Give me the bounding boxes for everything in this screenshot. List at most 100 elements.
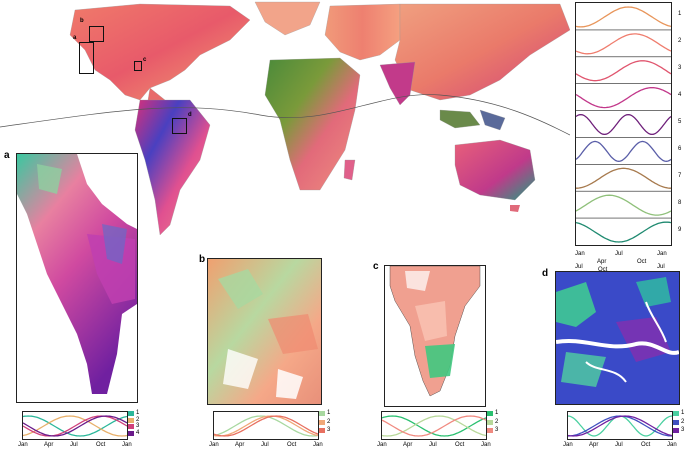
panel_a-series-4 (23, 415, 127, 437)
panel_b-xtick-2: Jul (261, 442, 269, 448)
panel_a-series-1 (23, 415, 127, 437)
right-xtick-oct-b: Oct (598, 267, 608, 273)
panel_a-series-2 (23, 415, 127, 437)
panel_d-legend-label-3: 3 (681, 427, 685, 434)
panel_c-xtick-3: Oct (455, 442, 465, 448)
panel_d-legend-label-1: 1 (681, 410, 685, 416)
panel_a-xtick-3: Oct (96, 442, 106, 448)
map-inset-box-b (89, 26, 104, 42)
panel_d-legend-swatch-2 (673, 419, 679, 425)
panel_d-series-2 (568, 415, 672, 437)
phase-curve-row-8 (576, 194, 671, 216)
panel_b-xtick-1: Apr (235, 442, 245, 448)
panel-a-curves (22, 411, 128, 440)
panel_d-series-1 (568, 415, 672, 437)
panel_d-xtick-0: Jan (563, 442, 573, 448)
phase-curve-row-6 (576, 140, 671, 162)
panel_d-xtick-1: Apr (589, 442, 599, 448)
phase-curve-row-4 (576, 87, 671, 109)
panel-b-curves (213, 411, 319, 440)
panel_d-legend-label-2: 2 (681, 418, 685, 425)
panel_b-legend-label-2: 2 (327, 418, 331, 425)
panel_a-legend-swatch-3 (128, 424, 134, 429)
panel_c-legend-label-3: 3 (495, 427, 499, 434)
panel_c-xtick-0: Jan (377, 442, 387, 448)
panel_d-xtick-4: Jan (667, 442, 677, 448)
map-label-c: c (143, 57, 147, 63)
panel_a-xtick-0: Jan (18, 442, 28, 448)
phase-curve-row-1 (576, 6, 671, 28)
panel_b-legend-swatch-2 (319, 419, 325, 425)
row-label-6: 6 (678, 145, 682, 152)
panel-b-map (207, 258, 322, 405)
row-label-4: 4 (678, 92, 682, 99)
panel_a-legend-label-2: 2 (136, 416, 140, 423)
phase-curve-row-9 (576, 221, 671, 243)
row-label-1: 1 (678, 11, 682, 18)
panel-c-map (384, 265, 486, 407)
panel_b-legend-label-1: 1 (327, 410, 331, 416)
right-xtick-jan1: Jan (575, 251, 585, 257)
panel_b-series-3 (214, 415, 318, 437)
panel-c-curves (381, 411, 487, 440)
panel_a-legend-swatch-1 (128, 411, 134, 416)
row-label-8: 8 (678, 199, 682, 206)
phase-curve-row-3 (576, 60, 671, 82)
map-inset-box-d (172, 118, 187, 134)
world-map: a b c d (0, 0, 570, 250)
panel-label-b: b (199, 254, 206, 265)
panel_a-xtick-4: Jan (122, 442, 132, 448)
panel_a-legend-label-3: 3 (136, 423, 140, 429)
map-inset-box-a (79, 42, 94, 74)
right-xtick-jan2: Jan (657, 251, 667, 257)
panel_d-series-3 (568, 415, 672, 437)
panel_c-legend-label-2: 2 (495, 418, 499, 425)
panel_a-xtick-1: Apr (44, 442, 54, 448)
panel_b-xtick-0: Jan (209, 442, 219, 448)
panel-label-c: c (373, 261, 379, 272)
panel_c-series-2 (382, 415, 486, 437)
panel_a-legend-swatch-2 (128, 417, 134, 423)
panel_d-xtick-3: Oct (641, 442, 651, 448)
panel_c-series-3 (382, 415, 486, 437)
panel-d-map (555, 271, 680, 405)
panel_d-legend-swatch-3 (673, 428, 679, 434)
right-xtick-jul-b2: Jul (657, 264, 665, 270)
row-label-9: 9 (678, 226, 682, 233)
panel_c-xtick-2: Jul (429, 442, 437, 448)
row-label-3: 3 (678, 65, 682, 72)
panel-a-map (16, 153, 138, 403)
right-xtick-apr: Apr (597, 259, 607, 265)
panel_b-legend-swatch-1 (319, 411, 325, 416)
panel_a-legend-swatch-4 (128, 430, 134, 436)
row-label-2: 2 (678, 38, 682, 45)
panel_d-legend-swatch-1 (673, 411, 679, 416)
row-label-5: 5 (678, 119, 682, 125)
phase-curve-row-2 (576, 33, 671, 55)
panel_c-xtick-1: Apr (403, 442, 413, 448)
map-label-d: d (188, 112, 192, 118)
panel_c-series-1 (382, 415, 486, 437)
phase-curves-panel (575, 2, 672, 246)
panel_b-xtick-3: Oct (287, 442, 297, 448)
right-xtick-jul-b1: Jul (575, 264, 583, 270)
panel_c-legend-swatch-3 (487, 428, 493, 434)
panel_a-legend-label-4: 4 (136, 429, 140, 436)
panel_a-legend-label-1: 1 (136, 410, 140, 416)
panel_b-xtick-4: Jan (313, 442, 323, 448)
panel_d-xtick-2: Jul (615, 442, 623, 448)
map-label-a: a (73, 35, 77, 41)
panel_b-legend-swatch-3 (319, 428, 325, 434)
right-xtick-oct: Oct (637, 259, 647, 265)
panel_b-legend-label-3: 3 (327, 427, 331, 434)
panel-label-d: d (542, 268, 549, 279)
panel-label-a: a (4, 150, 10, 161)
phase-curve-row-5 (576, 113, 671, 136)
panel_b-series-2 (214, 415, 318, 437)
map-label-b: b (80, 18, 84, 24)
panel_c-legend-swatch-1 (487, 411, 493, 416)
panel_c-legend-label-1: 1 (495, 410, 499, 416)
row-label-7: 7 (678, 172, 682, 179)
panel-d-curves (567, 411, 673, 440)
right-xtick-jul: Jul (615, 251, 623, 257)
